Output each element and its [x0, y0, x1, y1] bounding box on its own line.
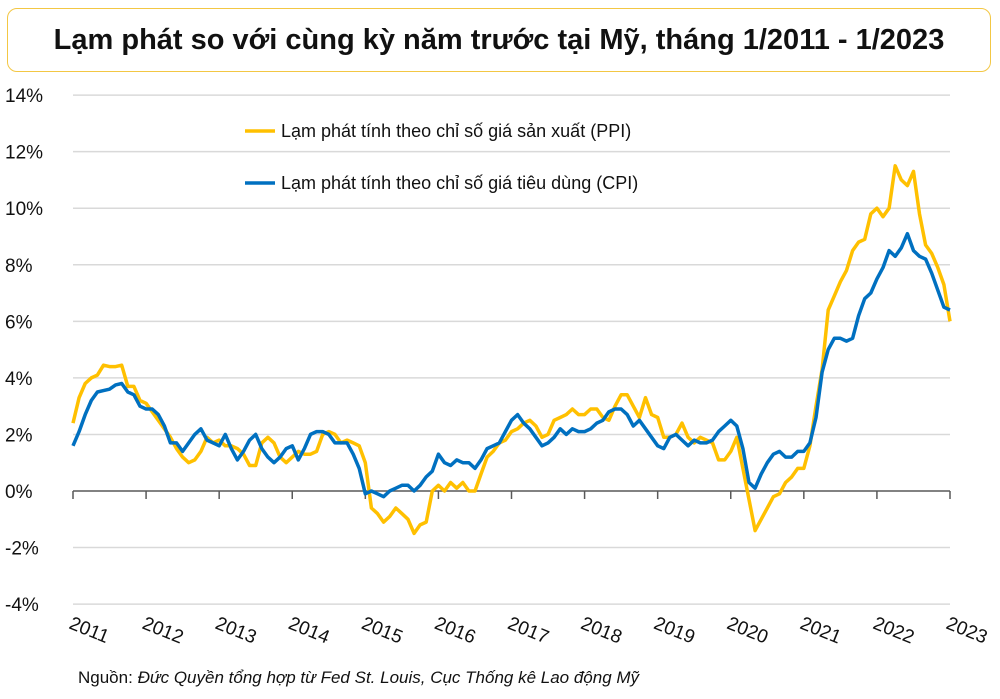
legend-label-cpi: Lạm phát tính theo chỉ số giá tiêu dùng … [281, 173, 638, 193]
x-tick-label: 2023 [943, 613, 990, 648]
x-tick-label: 2014 [285, 613, 332, 648]
y-tick-label: 2% [5, 425, 33, 446]
y-tick-label: 6% [5, 312, 33, 333]
source-label: Nguồn: [78, 668, 133, 687]
chart-title: Lạm phát so với cùng kỳ năm trước tại Mỹ… [53, 23, 945, 56]
y-tick-label: 8% [5, 256, 33, 277]
source-note: Nguồn: Đức Quyền tổng hợp từ Fed St. Lou… [78, 668, 639, 688]
cpi-line [71, 231, 951, 499]
y-tick-label: 12% [5, 143, 43, 164]
x-tick-label: 2015 [358, 613, 405, 648]
y-tick-label: -4% [5, 595, 39, 616]
x-tick-label: 2017 [505, 613, 552, 648]
y-tick-label: 4% [5, 369, 33, 390]
title-box: Lạm phát so với cùng kỳ năm trước tại Mỹ… [7, 8, 991, 72]
x-tick-label: 2012 [139, 613, 186, 648]
y-tick-label: 10% [5, 199, 43, 220]
x-tick-label: 2022 [870, 613, 917, 648]
y-tick-label: 0% [5, 482, 33, 503]
x-tick-label: 2019 [651, 613, 698, 648]
y-tick-label: 14% [5, 86, 43, 107]
x-tick-label: 2011 [66, 613, 112, 648]
source-text: Đức Quyền tổng hợp từ Fed St. Louis, Cục… [137, 668, 640, 687]
x-tick-label: 2021 [797, 613, 844, 648]
x-tick-label: 2018 [578, 613, 625, 648]
ppi-line [71, 164, 952, 536]
legend-label-ppi: Lạm phát tính theo chỉ số giá sản xuất (… [281, 121, 631, 141]
x-tick-label: 2016 [432, 613, 479, 648]
x-tick-label: 2013 [212, 613, 259, 648]
x-tick-label: 2020 [724, 613, 771, 648]
y-tick-label: -2% [5, 539, 39, 560]
